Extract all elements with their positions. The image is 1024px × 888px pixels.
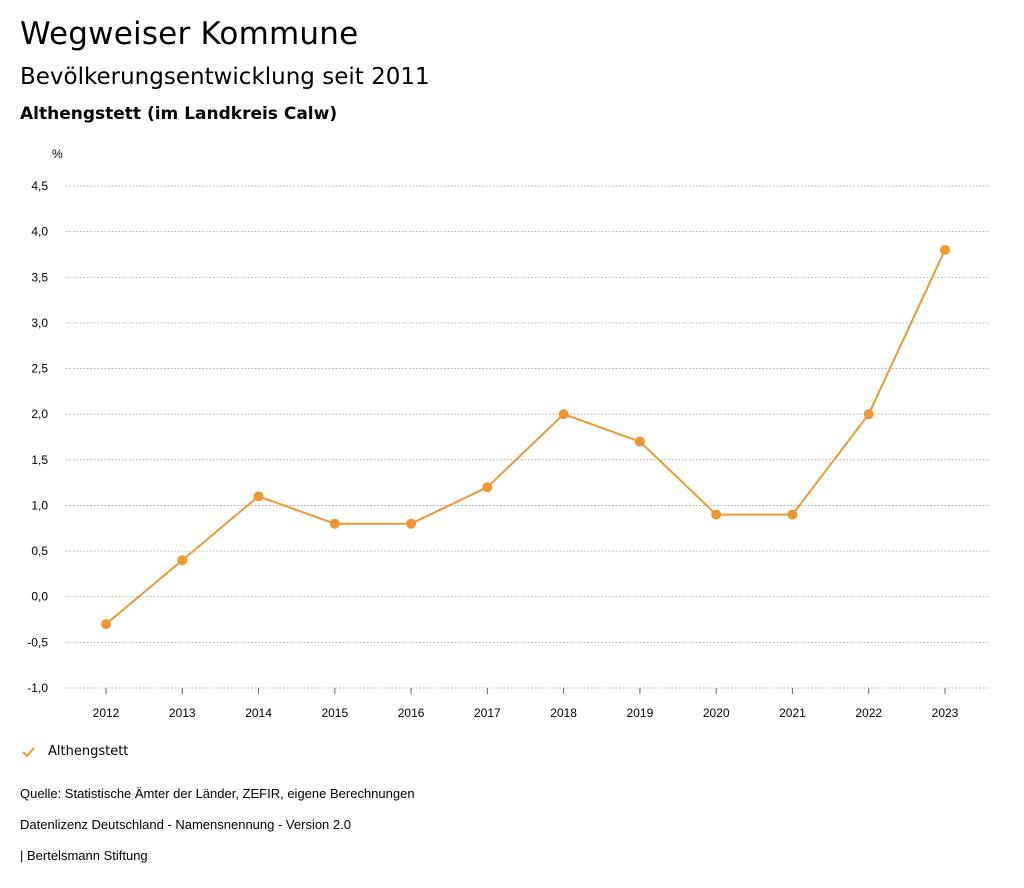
data-point xyxy=(482,482,493,493)
chart-legend[interactable]: Althengstett xyxy=(20,744,128,759)
y-tick-label: 1,5 xyxy=(31,453,48,467)
y-tick-label: 1,0 xyxy=(31,498,48,512)
data-point xyxy=(253,491,264,502)
y-tick-label: 0,0 xyxy=(31,590,48,604)
data-point xyxy=(101,619,111,630)
y-tick-label: 3,5 xyxy=(31,270,48,284)
x-tick-label: 2020 xyxy=(703,706,730,720)
chart-subtitle: Bevölkerungsentwicklung seit 2011 xyxy=(20,64,430,90)
y-tick-label: 4,5 xyxy=(31,179,48,193)
x-tick-label: 2019 xyxy=(627,706,654,720)
data-point xyxy=(177,555,188,566)
data-point xyxy=(329,518,340,529)
x-tick-label: 2014 xyxy=(245,706,272,720)
x-tick-label: 2016 xyxy=(398,706,425,720)
data-point xyxy=(863,409,874,420)
x-tick-label: 2017 xyxy=(474,706,501,720)
data-point xyxy=(558,409,569,420)
x-tick-label: 2015 xyxy=(321,706,348,720)
legend-label: Althengstett xyxy=(48,744,129,759)
x-tick-label: 2022 xyxy=(855,706,882,720)
brand-text: | Bertelsmann Stiftung xyxy=(20,848,148,863)
data-point xyxy=(940,244,950,255)
data-point xyxy=(787,509,798,520)
data-point xyxy=(406,518,417,529)
y-tick-label: 4,0 xyxy=(31,225,48,239)
page-title: Wegweiser Kommune xyxy=(20,16,359,52)
x-tick-label: 2023 xyxy=(932,706,959,720)
region-label: Althengstett (im Landkreis Calw) xyxy=(20,104,338,124)
y-tick-label: 2,5 xyxy=(31,362,48,376)
source-text: Quelle: Statistische Ämter der Länder, Z… xyxy=(20,786,415,801)
y-tick-label: 3,0 xyxy=(31,316,48,330)
y-tick-label: -0,5 xyxy=(27,635,48,649)
x-tick-label: 2018 xyxy=(550,706,577,720)
license-text: Datenlizenz Deutschland - Namensnennung … xyxy=(20,817,351,832)
y-tick-label: 0,5 xyxy=(31,544,48,558)
data-point xyxy=(711,509,722,520)
y-tick-label: -1,0 xyxy=(27,681,48,695)
x-tick-label: 2021 xyxy=(779,706,806,720)
data-point xyxy=(634,436,645,447)
x-tick-label: 2012 xyxy=(93,706,120,720)
line-chart: -1,0 -0,5 0,0 0,5 1,0 1,5 2,0 2,5 3,0 3,5 4,0 4,5 20… xyxy=(27,147,990,720)
series-line-althengstett xyxy=(105,249,946,625)
x-tick-label: 2013 xyxy=(169,706,196,720)
check-icon xyxy=(22,746,35,757)
y-tick-label: 2,0 xyxy=(31,407,48,421)
y-axis-unit: % xyxy=(52,147,63,161)
